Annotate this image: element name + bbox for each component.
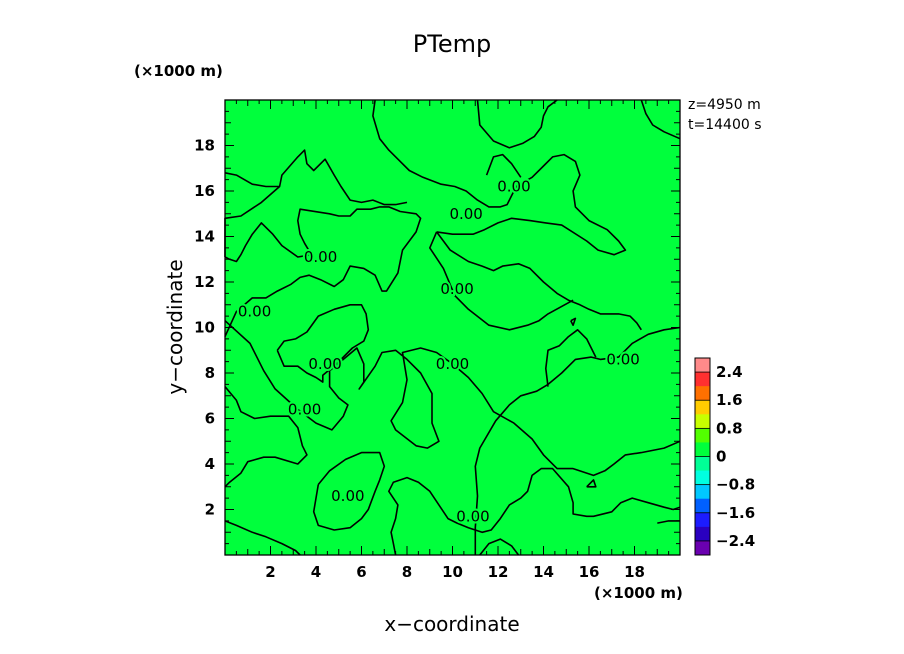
colorbar: 2.4 1.6 0.8 0 −0.8 −1.6 −2.4 — [694, 357, 755, 556]
contour-label: 0.00 — [440, 280, 473, 298]
x-tick-label: 18 — [624, 563, 645, 581]
contour-line — [435, 231, 642, 331]
colorbar-swatch — [695, 428, 710, 443]
contour-line — [545, 329, 597, 387]
contour-line — [224, 172, 280, 188]
contour-line — [224, 520, 301, 556]
colorbar-swatch — [695, 512, 710, 528]
colorbar-swatch — [695, 456, 710, 472]
chart-title: PTemp — [412, 30, 492, 58]
colorbar-label: −1.6 — [716, 504, 755, 522]
colorbar-swatch — [695, 358, 710, 373]
x-tick-label: 8 — [402, 563, 412, 581]
colorbar-swatch — [695, 400, 710, 415]
colorbar-label: 0.8 — [716, 419, 743, 437]
y-tick-label: 2 — [205, 501, 215, 519]
height-annotation: z=4950 m — [688, 97, 761, 113]
colorbar-swatch — [695, 386, 710, 401]
y-tick-label: 14 — [194, 228, 215, 246]
contour-line — [224, 320, 681, 477]
y-tick-label: 12 — [194, 273, 215, 291]
x-tick-label: 12 — [488, 563, 509, 581]
contour-line — [388, 467, 681, 556]
contour-label: 0.00 — [497, 177, 530, 195]
contour-line — [476, 99, 558, 149]
y-tick-label: 4 — [205, 455, 215, 473]
contour-label: 0.00 — [606, 350, 639, 368]
colorbar-label: 1.6 — [716, 391, 743, 409]
contour-label: 0.00 — [436, 355, 469, 373]
colorbar-swatch — [695, 526, 710, 542]
x-tick-label: 14 — [533, 563, 554, 581]
contour-label: 0.00 — [456, 507, 489, 525]
colorbar-label: −2.4 — [716, 532, 755, 550]
colorbar-swatch — [695, 498, 710, 514]
colorbar-swatch — [695, 414, 710, 429]
colorbar-label: 2.4 — [716, 363, 743, 381]
contour-line — [224, 386, 308, 488]
contour-line — [276, 304, 370, 383]
colorbar-swatch — [695, 484, 710, 500]
contour-line — [485, 153, 522, 178]
contour-line — [312, 451, 386, 531]
contour-lines — [224, 99, 681, 556]
x-axis-unit: (×1000 m) — [594, 584, 683, 602]
x-tick-label: 6 — [356, 563, 366, 581]
contour-line — [224, 149, 408, 257]
colorbar-swatch — [695, 372, 710, 387]
contour-label: 0.00 — [308, 355, 341, 373]
ptemp-field — [225, 100, 680, 555]
time-annotation: t=14400 s — [688, 117, 762, 133]
y-tick-label: 16 — [194, 182, 215, 200]
axes: 2 4 6 8 10 12 14 16 18 2 4 6 8 10 12 14 16 18 — [194, 100, 680, 581]
contour-line — [479, 538, 520, 556]
contour-line — [224, 206, 422, 337]
contour-label: 0.00 — [288, 400, 321, 418]
colorbar-label: 0 — [716, 448, 726, 466]
x-axis-label: x−coordinate — [384, 612, 520, 636]
contour-line — [372, 99, 627, 256]
contour-line — [429, 231, 574, 331]
x-tick-label: 2 — [265, 563, 275, 581]
contour-label: 0.00 — [331, 487, 364, 505]
colorbar-swatch — [695, 442, 710, 457]
colorbar-swatch — [695, 470, 710, 486]
contour-labels: 0.00 0.00 0.00 0.00 0.00 0.00 0.00 0.00 0.00 0.00… — [236, 175, 642, 527]
contour-label: 0.00 — [449, 205, 482, 223]
contour-label: 0.00 — [304, 248, 337, 266]
colorbar-label: −0.8 — [716, 476, 755, 494]
y-tick-label: 10 — [194, 319, 215, 337]
contour-line — [586, 479, 597, 488]
contour-line — [570, 317, 577, 326]
y-tick-label: 18 — [194, 137, 215, 155]
contour-line — [640, 99, 681, 140]
x-tick-label: 10 — [442, 563, 463, 581]
x-tick-label: 16 — [579, 563, 600, 581]
x-tick-label: 4 — [311, 563, 321, 581]
y-tick-label: 6 — [205, 410, 215, 428]
colorbar-swatch — [695, 540, 710, 556]
y-tick-label: 8 — [205, 364, 215, 382]
contour-label: 0.00 — [238, 303, 271, 321]
y-axis-unit: (×1000 m) — [134, 62, 223, 80]
